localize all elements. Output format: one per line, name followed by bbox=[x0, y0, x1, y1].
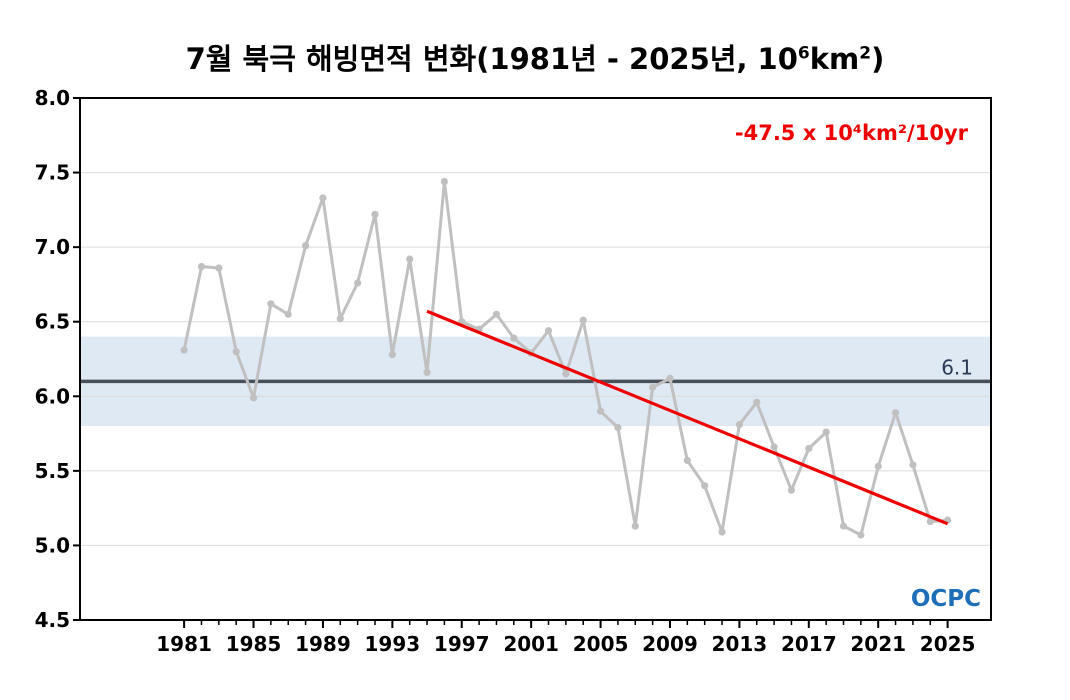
data-point bbox=[666, 374, 674, 382]
data-point bbox=[267, 300, 275, 308]
data-point bbox=[319, 194, 327, 202]
data-point bbox=[857, 531, 865, 539]
data-point bbox=[787, 486, 796, 494]
data-point bbox=[215, 264, 223, 272]
data-point bbox=[891, 409, 900, 417]
data-point bbox=[596, 407, 605, 415]
data-point bbox=[406, 255, 414, 263]
ocpc-logo: OCPC bbox=[911, 586, 981, 612]
data-point bbox=[510, 334, 518, 342]
data-point bbox=[926, 517, 934, 526]
data-point bbox=[631, 522, 639, 530]
x-tick-label: 2017 bbox=[781, 632, 837, 656]
data-point bbox=[805, 444, 813, 453]
data-point bbox=[562, 370, 570, 378]
reference-label: 6.1 bbox=[941, 355, 973, 379]
y-tick-label: 4.5 bbox=[35, 608, 70, 632]
data-point bbox=[336, 315, 344, 323]
data-point bbox=[249, 394, 258, 402]
x-tick-label: 2009 bbox=[642, 632, 698, 656]
y-tick-label: 5.0 bbox=[35, 533, 70, 557]
x-tick-label: 1981 bbox=[156, 632, 212, 656]
trend-annotation: -47.5 x 10⁴km²/10yr bbox=[735, 121, 969, 145]
y-tick-label: 6.5 bbox=[35, 310, 70, 334]
y-tick-label: 7.0 bbox=[35, 235, 70, 259]
x-tick-label: 2005 bbox=[573, 632, 629, 656]
x-tick-label: 1989 bbox=[295, 632, 351, 656]
x-tick-label: 2001 bbox=[503, 632, 559, 656]
data-point bbox=[440, 177, 448, 186]
data-point bbox=[753, 398, 761, 406]
data-point bbox=[701, 482, 709, 490]
x-tick-label: 1997 bbox=[434, 632, 490, 656]
y-tick-label: 5.5 bbox=[35, 459, 70, 483]
data-point bbox=[354, 279, 362, 287]
data-point bbox=[197, 262, 206, 271]
x-tick-label: 2025 bbox=[920, 632, 976, 656]
y-tick-label: 6.0 bbox=[35, 384, 70, 408]
plot-frame bbox=[79, 97, 992, 621]
y-tick-label: 8.0 bbox=[35, 86, 70, 110]
data-point bbox=[544, 327, 553, 335]
data-point bbox=[874, 462, 882, 470]
data-point bbox=[301, 242, 310, 250]
data-point bbox=[232, 347, 240, 356]
x-tick-label: 2013 bbox=[712, 632, 768, 656]
chart-title: 7월 북극 해빙면적 변화(1981년 - 2025년, 106km2) bbox=[185, 42, 885, 76]
trend-line bbox=[426, 309, 949, 526]
data-point bbox=[579, 316, 587, 324]
data-point bbox=[371, 210, 379, 218]
data-point bbox=[388, 350, 396, 359]
x-tick-label: 2021 bbox=[850, 632, 906, 656]
data-point bbox=[718, 528, 726, 536]
data-point bbox=[180, 346, 188, 354]
data-point bbox=[614, 424, 622, 432]
data-point bbox=[683, 456, 691, 465]
x-tick-label: 1993 bbox=[365, 632, 421, 656]
data-point bbox=[284, 310, 292, 318]
data-point bbox=[649, 383, 657, 391]
data-point bbox=[770, 443, 778, 451]
y-tick-label: 7.5 bbox=[35, 161, 70, 185]
x-tick-label: 1985 bbox=[226, 632, 282, 656]
data-point bbox=[423, 368, 431, 377]
data-point bbox=[909, 461, 917, 469]
data-point bbox=[839, 522, 848, 530]
data-point bbox=[822, 428, 830, 436]
data-point bbox=[492, 310, 501, 318]
data-point bbox=[735, 421, 743, 429]
